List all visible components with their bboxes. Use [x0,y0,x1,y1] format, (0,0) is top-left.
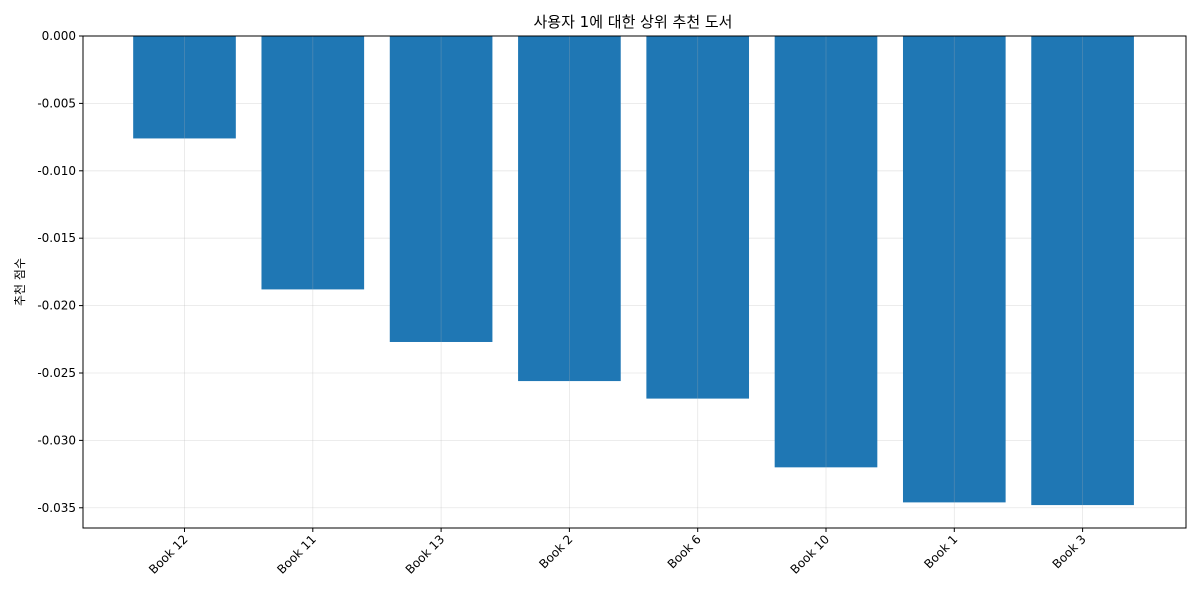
bar-book-10 [774,36,878,468]
overlay-grid-layer [184,36,1083,528]
y-tick-label: -0.025 [37,366,76,380]
chart-title: 사용자 1에 대한 상위 추천 도서 [534,13,733,31]
bar-book-11 [261,36,365,290]
y-tick-label: -0.035 [37,501,76,515]
x-tick-label: Book 2 [536,532,575,571]
x-tick-label: Book 13 [403,532,448,577]
y-axis-label: 추천 점수 [12,258,27,306]
x-tick-label: Book 6 [665,532,704,571]
bar-book-13 [389,36,493,342]
y-tick-label: -0.010 [37,164,76,178]
bars-layer [133,36,1134,506]
bar-book-3 [1031,36,1134,506]
x-tick-label: Book 12 [146,532,191,577]
grid-layer [83,35,1186,509]
y-tick-label: 0.000 [42,29,76,43]
x-ticks-layer: Book 12 Book 11 Book 13 Book 2 Book 6 Book 10… [146,528,1089,577]
bar-book-1 [902,36,1006,503]
y-tick-label: -0.020 [37,299,76,313]
y-tick-label: -0.005 [37,96,76,110]
axes-layer [82,35,1187,529]
x-tick-label: Book 10 [788,532,833,577]
bar-book-6 [646,36,750,399]
y-tick-label: -0.030 [37,433,76,447]
plot-frame [82,35,1187,529]
bar-book-12 [133,36,236,139]
x-tick-label: Book 1 [921,532,960,571]
x-tick-label: Book 11 [274,532,319,577]
y-tick-label: -0.015 [37,231,76,245]
bar-book-2 [518,36,621,382]
y-ticks-layer: 0.000 -0.005 -0.010 -0.015 -0.020 -0.025 -0.03… [37,29,83,515]
x-tick-label: Book 3 [1050,532,1089,571]
